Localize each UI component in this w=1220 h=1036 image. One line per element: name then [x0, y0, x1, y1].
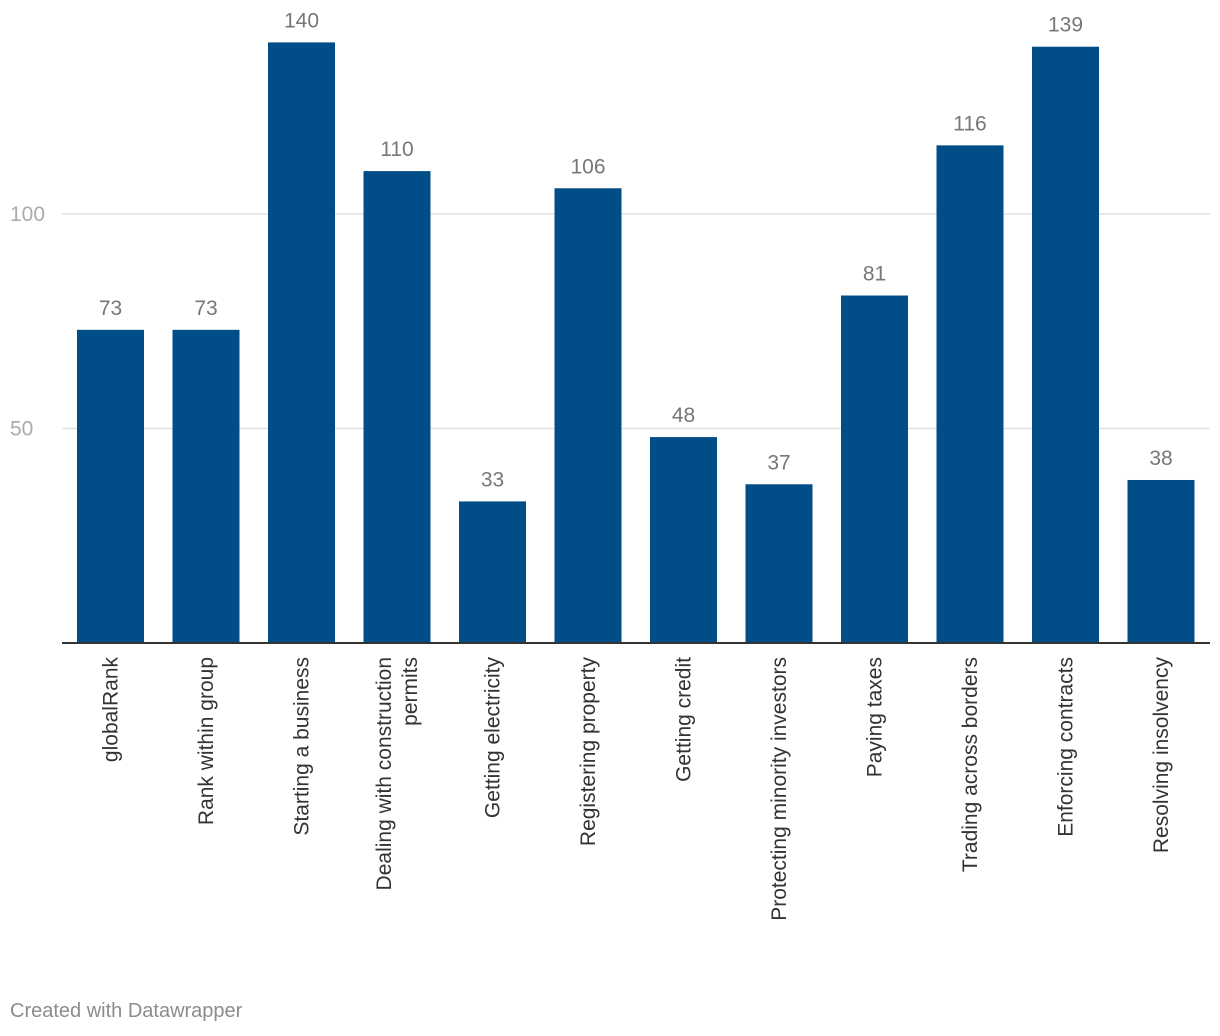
bar	[554, 188, 622, 643]
y-tick-label: 50	[10, 418, 33, 441]
value-label: 106	[570, 155, 605, 178]
bar	[841, 295, 908, 643]
value-label: 140	[284, 9, 319, 32]
category-label: Getting credit	[673, 657, 696, 782]
category-label: Protecting minority investors	[768, 657, 791, 921]
value-label: 139	[1048, 14, 1083, 37]
value-label: 110	[380, 138, 413, 161]
value-label: 48	[672, 404, 695, 427]
value-label: 38	[1149, 447, 1172, 470]
category-label: permits	[399, 657, 422, 726]
bar	[459, 501, 526, 643]
bar	[650, 437, 717, 643]
value-label: 116	[953, 112, 986, 135]
value-labels-layer: 73 73 140 110 33 106 48 37 81 116 139 38	[99, 9, 1173, 491]
value-label: 73	[194, 297, 217, 320]
bar	[363, 171, 431, 643]
category-label: Trading across borders	[959, 657, 982, 872]
category-label: Registering property	[577, 657, 600, 847]
value-label: 73	[99, 297, 122, 320]
value-label: 33	[481, 468, 504, 491]
value-label: 37	[767, 451, 790, 474]
bar	[172, 329, 240, 643]
category-label: Resolving insolvency	[1150, 657, 1173, 854]
category-label: Paying taxes	[864, 657, 887, 777]
bars-layer	[77, 42, 1195, 644]
bar	[77, 329, 144, 643]
category-label: Dealing with construction	[373, 657, 396, 890]
bar	[268, 42, 335, 643]
category-label: Enforcing contracts	[1055, 657, 1078, 837]
value-label: 81	[863, 263, 886, 286]
bar	[1127, 479, 1195, 643]
category-labels-layer: globalRank Rank within group Starting a bu…	[100, 657, 1174, 921]
category-label: Starting a business	[291, 657, 314, 836]
category-label: Rank within group	[195, 657, 218, 825]
category-label: Getting electricity	[482, 657, 505, 819]
bar	[1032, 46, 1099, 643]
bar	[745, 484, 813, 643]
category-label: globalRank	[100, 657, 123, 763]
bar	[936, 145, 1004, 644]
y-tick-label: 100	[10, 203, 45, 226]
datawrapper-credit: Created with Datawrapper	[10, 1000, 243, 1022]
grid-layer: 50 100	[10, 203, 1210, 441]
